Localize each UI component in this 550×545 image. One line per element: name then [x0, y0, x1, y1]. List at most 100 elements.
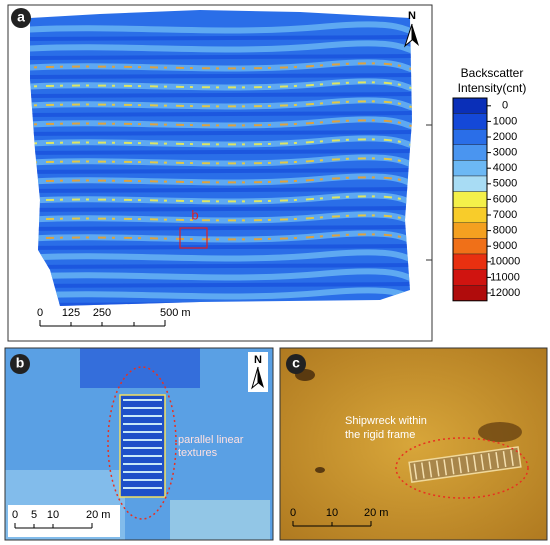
legend-swatch [452, 144, 488, 161]
legend-label: 9000 [493, 240, 517, 252]
legend-label: 1000 [493, 115, 517, 127]
legend-label: 0 [502, 100, 508, 112]
stripe [30, 176, 412, 185]
stripe [30, 233, 412, 242]
legend-swatch [452, 269, 488, 286]
legend-swatch [452, 285, 488, 302]
scale-label: 20 m [86, 509, 110, 521]
stripe [30, 21, 412, 35]
wreck [119, 394, 166, 498]
stripe [30, 168, 412, 174]
scale-label: 250 [93, 307, 111, 319]
legend-label: 7000 [493, 209, 517, 221]
scale-label: 10 [326, 507, 338, 519]
inset-label: b [191, 207, 198, 222]
stripe [30, 92, 412, 98]
legend-swatch [452, 253, 488, 270]
panel-b-frame [4, 347, 274, 541]
panel-c-image [280, 348, 547, 540]
backscatter-mosaic [30, 10, 412, 306]
wreck-rib [495, 452, 500, 469]
north-label: N [408, 10, 416, 22]
wreck-rib [458, 457, 462, 474]
stripe [30, 187, 412, 193]
stripe [30, 206, 412, 212]
scale-label: 10 [47, 509, 59, 521]
mosaic-stripes [30, 21, 412, 306]
scale-box [8, 505, 120, 537]
stripe [30, 249, 412, 263]
legend-swatch [452, 175, 488, 192]
legend-title: Intensity(cnt) [458, 81, 527, 95]
highlight-ellipse [107, 366, 177, 520]
legend-swatch [452, 238, 488, 255]
wreck-bars [123, 399, 162, 489]
panel-badge [286, 354, 306, 374]
inset-box [179, 227, 208, 249]
legend-label: 8000 [493, 225, 517, 237]
panel-c-frame [279, 347, 548, 541]
wreck-rib [487, 453, 492, 470]
panel-label: a [17, 9, 25, 25]
north-arrow [258, 367, 264, 388]
seabed-patch [80, 348, 200, 388]
scale-bar [292, 521, 372, 527]
legend-label: 4000 [493, 162, 517, 174]
highlight-ellipse [395, 437, 529, 499]
stripe [30, 157, 412, 166]
wreck-rib [435, 460, 440, 477]
scale-label: 500 m [160, 307, 191, 319]
wreck-rib [413, 463, 418, 480]
annotation: the rigid frame [345, 429, 415, 441]
stripe [30, 81, 412, 90]
north-label: N [254, 354, 262, 366]
wreck-rib [421, 462, 425, 479]
legend-label: 3000 [493, 147, 517, 159]
legend: 0 1000 2000 3000 4000 5000 6000 7000 8000 9000 100… [452, 97, 521, 302]
wreck [408, 446, 522, 483]
stripe [30, 214, 412, 223]
scale-label: 125 [62, 307, 80, 319]
wreck-rib [450, 458, 455, 475]
stripe [30, 54, 412, 60]
legend-swatch [452, 160, 488, 177]
stripe [30, 138, 412, 147]
scale-bar [14, 523, 93, 529]
stripe [30, 268, 412, 282]
stripe [30, 244, 412, 250]
wreck-rib [443, 459, 448, 476]
panel-badge [10, 354, 30, 374]
stripe [30, 149, 412, 155]
stripe [30, 111, 412, 117]
stripe [30, 263, 412, 269]
panel-label: b [16, 355, 25, 371]
legend-label: 12000 [490, 287, 521, 299]
legend-swatch [452, 97, 488, 114]
legend-label: 6000 [493, 193, 517, 205]
stripe [30, 40, 412, 54]
panel-label: c [292, 355, 300, 371]
annotation: Shipwreck within [345, 415, 427, 427]
wreck-rib [465, 456, 470, 473]
stripe [30, 225, 412, 231]
stripe [30, 35, 412, 41]
legend-swatch [452, 191, 488, 208]
legend-swatch [452, 113, 488, 130]
legend-swatch [452, 206, 488, 223]
seabed-patch [170, 500, 270, 540]
legend-label: 10000 [490, 256, 521, 268]
scale-label: 20 m [364, 507, 388, 519]
panel-badge [11, 8, 31, 28]
scale-label: 0 [37, 307, 43, 319]
wreck-rib [480, 454, 485, 471]
legend-label: 2000 [493, 131, 517, 143]
wreck-rib [428, 461, 433, 478]
legend-label: 5000 [493, 178, 517, 190]
rock [478, 422, 522, 442]
legend-swatch [452, 222, 488, 239]
legend-swatch [452, 128, 488, 145]
stripe [30, 73, 412, 79]
rock [315, 467, 325, 473]
stripe [30, 62, 412, 71]
